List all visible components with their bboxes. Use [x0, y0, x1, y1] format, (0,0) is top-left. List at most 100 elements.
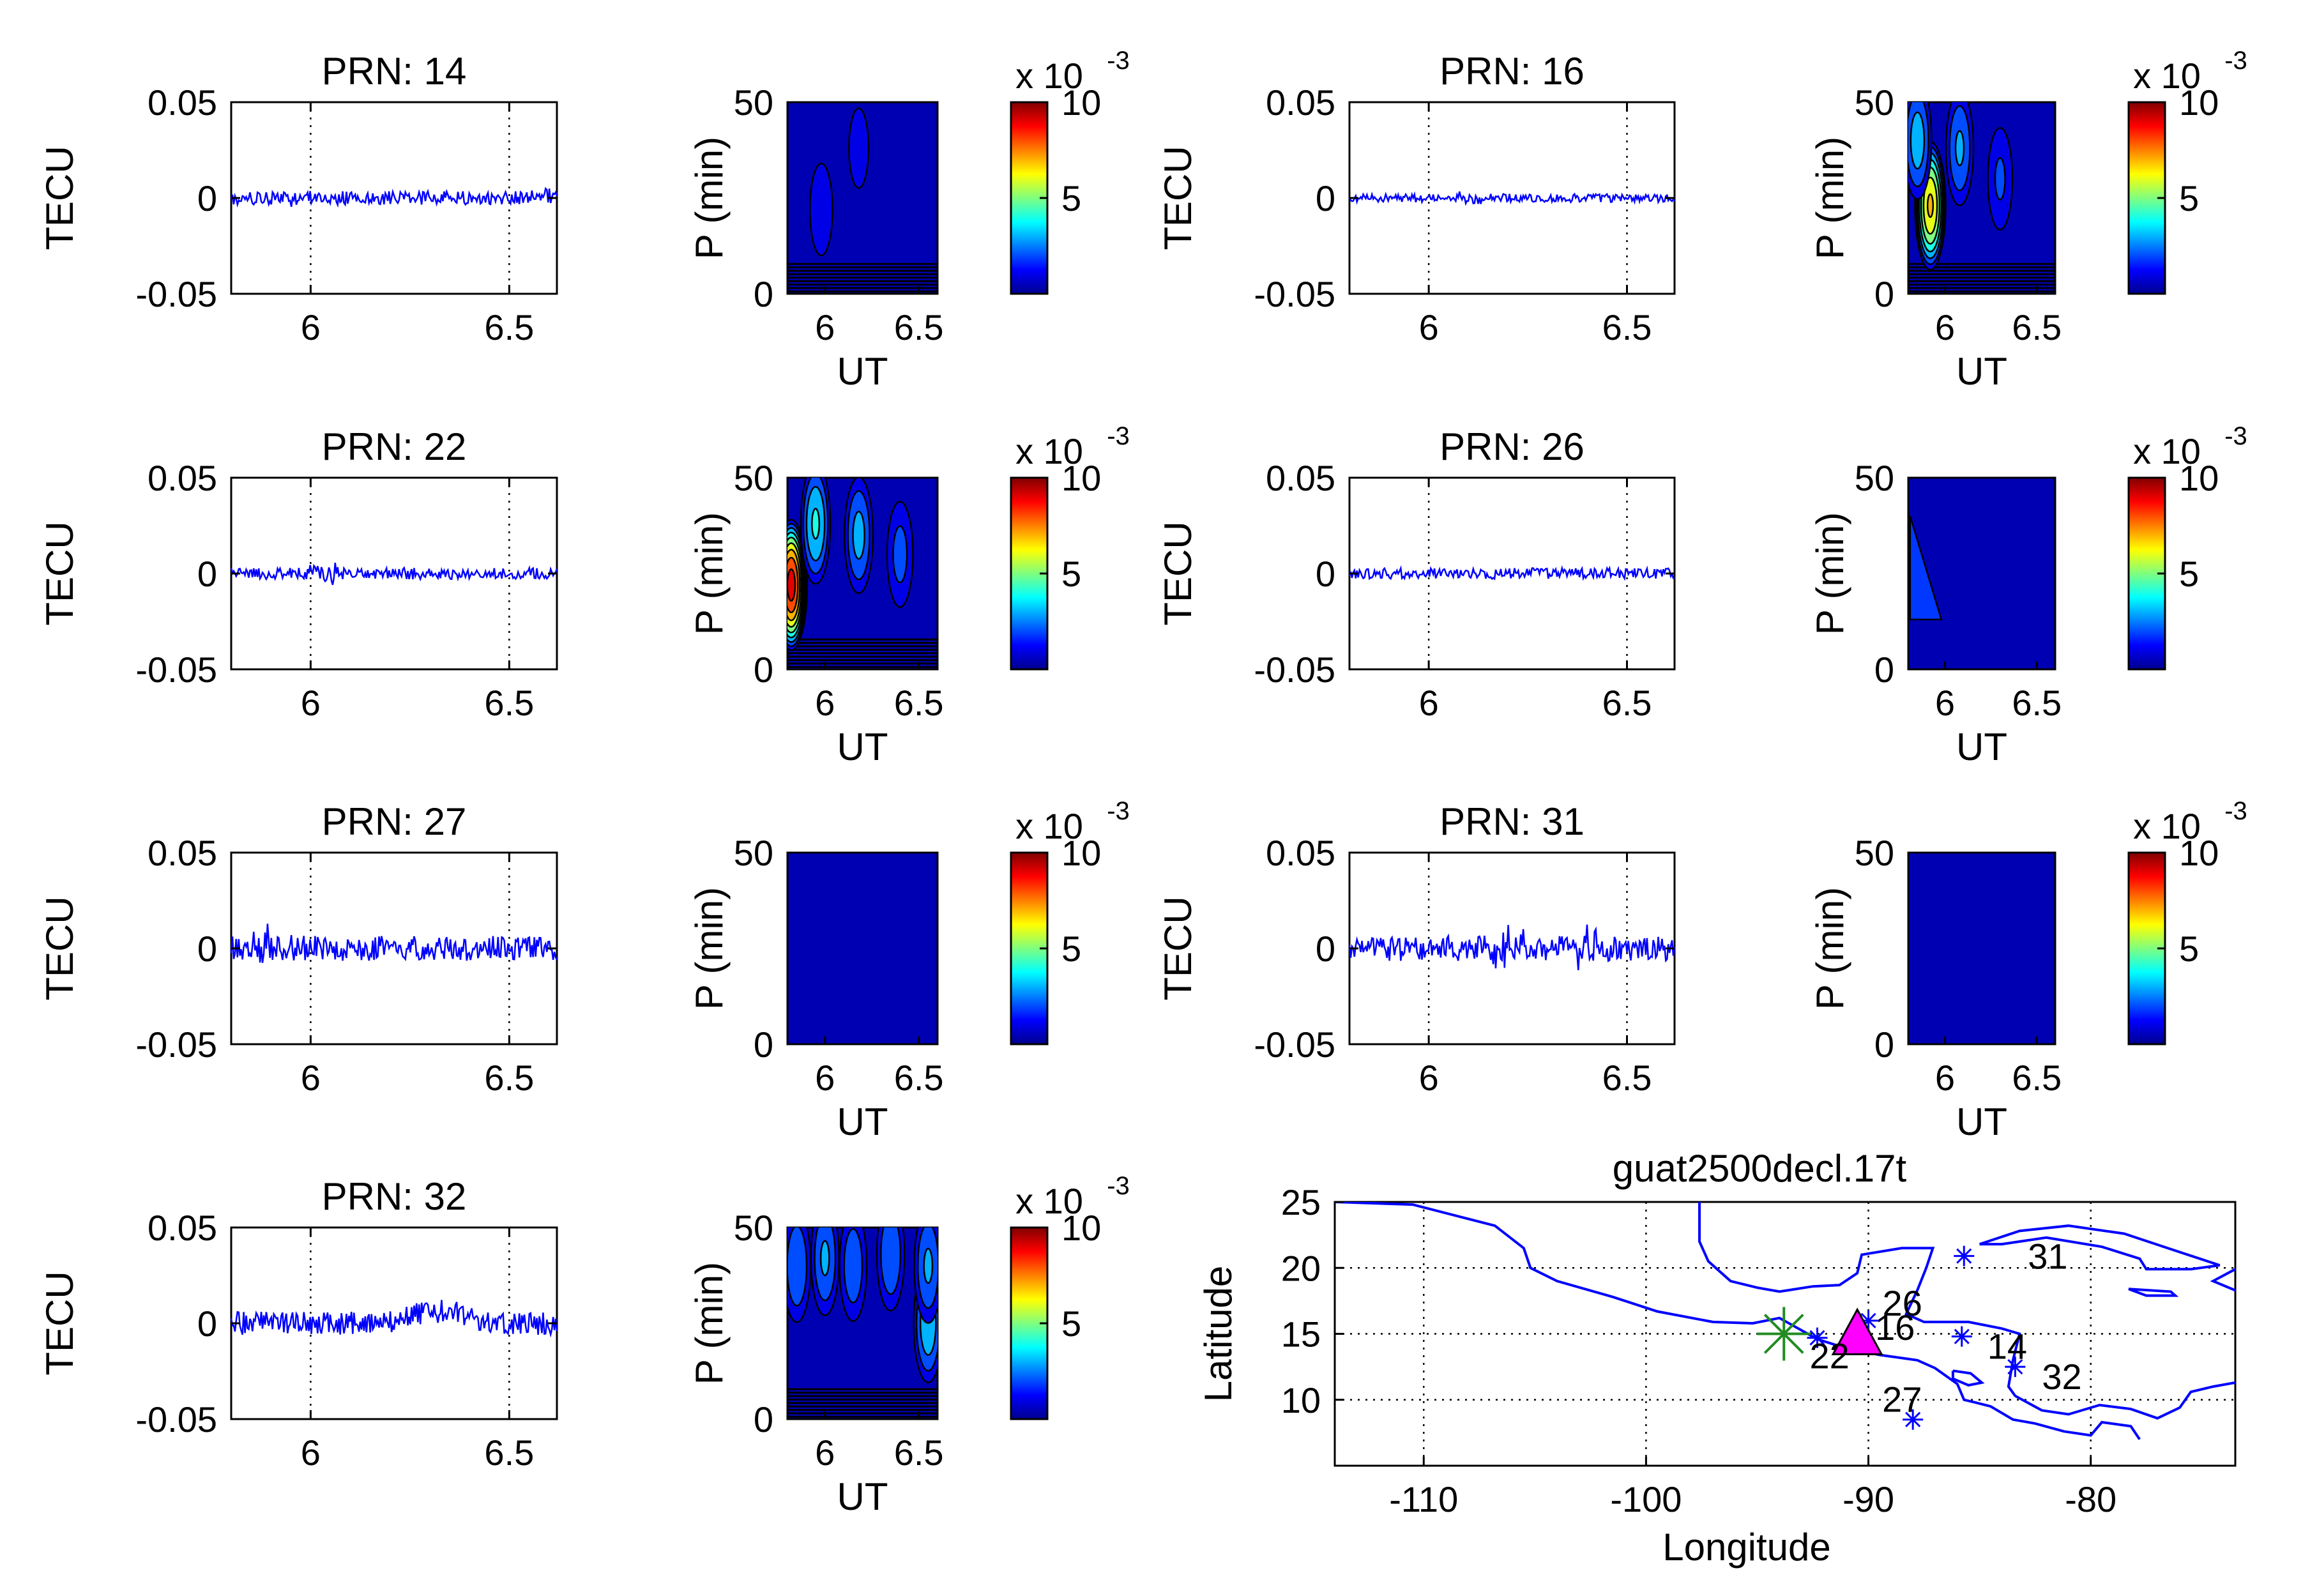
- y-tick-label: 0: [1874, 1024, 1894, 1065]
- y-tick-label: 50: [734, 1208, 773, 1248]
- y-tick-label: 20: [1281, 1248, 1321, 1288]
- x-tick-label: 6: [1419, 1058, 1439, 1098]
- map-panel: 14 16 22 26 27 31 32 -110 -100 -90 -80 10 15 20 25 guat…: [1197, 1147, 2237, 1569]
- wavelet-field: [1907, 476, 2056, 671]
- colorbar-tick-label: 5: [2179, 554, 2199, 594]
- tec-signal-line: [230, 923, 558, 963]
- x-tick-label: 6: [301, 307, 321, 347]
- contour-level: [848, 107, 870, 189]
- colorbar-scale: x 10: [1015, 1181, 1083, 1221]
- station-triangle: [1831, 1307, 1883, 1355]
- y-tick-label: 0.05: [148, 458, 217, 498]
- y-axis-label: P (min): [1809, 512, 1851, 635]
- ipp-label: 22: [1809, 1336, 1849, 1376]
- y-tick-label: 50: [734, 833, 773, 873]
- ts-panel-ts-27: 6 6.5 -0.05 0 0.05 PRN: 27 TECU: [38, 800, 558, 1098]
- y-tick-label: 0: [197, 1303, 217, 1344]
- x-tick-label: 6: [301, 683, 321, 723]
- x-tick-label: 6: [815, 1058, 835, 1098]
- gulf-coastline: [1698, 1202, 2235, 1420]
- y-axis-label: TECU: [1157, 146, 1199, 250]
- y-tick-label: 0: [754, 1399, 773, 1440]
- ipp-label: 26: [1883, 1283, 1922, 1323]
- x-axis-label: UT: [837, 1100, 888, 1143]
- ts-panel-ts-26: 6 6.5 -0.05 0 0.05 PRN: 26 TECU: [1157, 425, 1676, 723]
- x-tick-label: 6.5: [484, 1058, 534, 1098]
- colorbar-tick-label: 10: [2179, 833, 2219, 873]
- jamaica-outline: [2128, 1288, 2179, 1297]
- wavelet-panel-wv-26: 6 6.5 0 50 UT P (min) 5 10x 10 -3: [1809, 422, 2247, 768]
- x-tick-label: 6.5: [1602, 1058, 1652, 1098]
- x-tick-label: 6.5: [2012, 683, 2062, 723]
- x-tick-label: -90: [1843, 1479, 1894, 1519]
- x-tick-label: 6.5: [894, 683, 944, 723]
- ipp-star-stroke: [1905, 1411, 1921, 1427]
- panel-title: PRN: 16: [1440, 50, 1584, 93]
- ts-panel-ts-31: 6 6.5 -0.05 0 0.05 PRN: 31 TECU: [1157, 800, 1676, 1098]
- x-tick-label: 6: [815, 683, 835, 723]
- y-tick-label: -0.05: [1254, 1024, 1335, 1065]
- x-axis-label: UT: [1956, 350, 2007, 393]
- y-tick-label: 0: [1316, 178, 1335, 218]
- x-tick-label: 6: [301, 1433, 321, 1473]
- x-axis-label: UT: [837, 350, 888, 393]
- colorbar-exponent: -3: [1107, 422, 1130, 450]
- colorbar-tick-label: 10: [1061, 458, 1101, 498]
- contour-level: [819, 1240, 830, 1277]
- x-tick-label: 6.5: [2012, 307, 2062, 347]
- ipp-star-stroke: [1809, 1330, 1825, 1346]
- x-tick-label: 6.5: [484, 307, 534, 347]
- hispaniola-coastline: [2210, 1268, 2235, 1292]
- y-axis-label: Latitude: [1197, 1266, 1240, 1402]
- y-axis-label: P (min): [688, 512, 731, 635]
- x-tick-label: 6: [1935, 1058, 1955, 1098]
- y-tick-label: 0.05: [148, 82, 217, 123]
- y-axis-label: TECU: [1157, 896, 1199, 1000]
- x-tick-label: 6.5: [894, 307, 944, 347]
- colorbar-tick-label: 10: [2179, 458, 2219, 498]
- contour-level: [1926, 193, 1934, 218]
- tec-signal-line: [230, 1300, 558, 1338]
- colorbar-scale: x 10: [1015, 431, 1083, 471]
- wavelet-panel-wv-27: 6 6.5 0 50 UT P (min) 5 10x 10 -3: [688, 797, 1130, 1143]
- ts-panel-ts-32: 6 6.5 -0.05 0 0.05 PRN: 32 TECU: [38, 1175, 558, 1473]
- y-tick-label: 10: [1281, 1380, 1321, 1420]
- tec-signal-line: [230, 562, 558, 586]
- y-axis-label: TECU: [1157, 521, 1199, 625]
- colorbar-tick-label: 5: [1061, 929, 1081, 969]
- y-tick-label: 0: [754, 274, 773, 314]
- y-tick-label: 0: [1316, 554, 1335, 594]
- contour-level: [892, 525, 908, 584]
- panel-title: PRN: 31: [1440, 800, 1584, 843]
- colorbar-exponent: -3: [2224, 422, 2247, 450]
- colorbar-tick-label: 10: [2179, 82, 2219, 123]
- epicenter-stroke: [1763, 1314, 1804, 1354]
- y-tick-label: 0: [754, 1024, 773, 1065]
- wavelet-contours: [787, 478, 938, 668]
- y-tick-label: 0: [1316, 929, 1335, 969]
- y-tick-label: 50: [1855, 833, 1894, 873]
- y-axis-label: TECU: [38, 521, 81, 625]
- ipp-label: 32: [2042, 1357, 2081, 1397]
- contour-level: [880, 1227, 902, 1295]
- contour-level: [923, 1247, 934, 1284]
- y-tick-label: 50: [1855, 82, 1894, 123]
- contour-level: [843, 1228, 863, 1303]
- wavelet-contours: [787, 107, 938, 293]
- y-axis-label: TECU: [38, 896, 81, 1000]
- x-axis-label: UT: [837, 726, 888, 768]
- wavelet-panel-wv-22: 6 6.5 0 50 UT P (min) 5 10x 10 -3: [688, 422, 1130, 768]
- lake-nicaragua-outline: [1951, 1369, 1985, 1387]
- contour-level: [1909, 515, 1943, 621]
- contour-level: [1954, 130, 1965, 167]
- colorbar-exponent: -3: [2224, 47, 2247, 75]
- x-axis-label: UT: [837, 1475, 888, 1518]
- ipp-label: 27: [1882, 1379, 1922, 1420]
- ts-panel-ts-16: 6 6.5 -0.05 0 0.05 PRN: 16 TECU: [1157, 50, 1676, 347]
- map-title: guat2500decl.17t: [1613, 1147, 1907, 1190]
- colorbar-tick-label: 5: [1061, 554, 1081, 594]
- wavelet-panel-wv-31: 6 6.5 0 50 UT P (min) 5 10x 10 -3: [1809, 797, 2247, 1143]
- wavelet-contours: [1908, 102, 2055, 293]
- y-tick-label: -0.05: [135, 274, 217, 314]
- y-axis-label: TECU: [38, 146, 81, 250]
